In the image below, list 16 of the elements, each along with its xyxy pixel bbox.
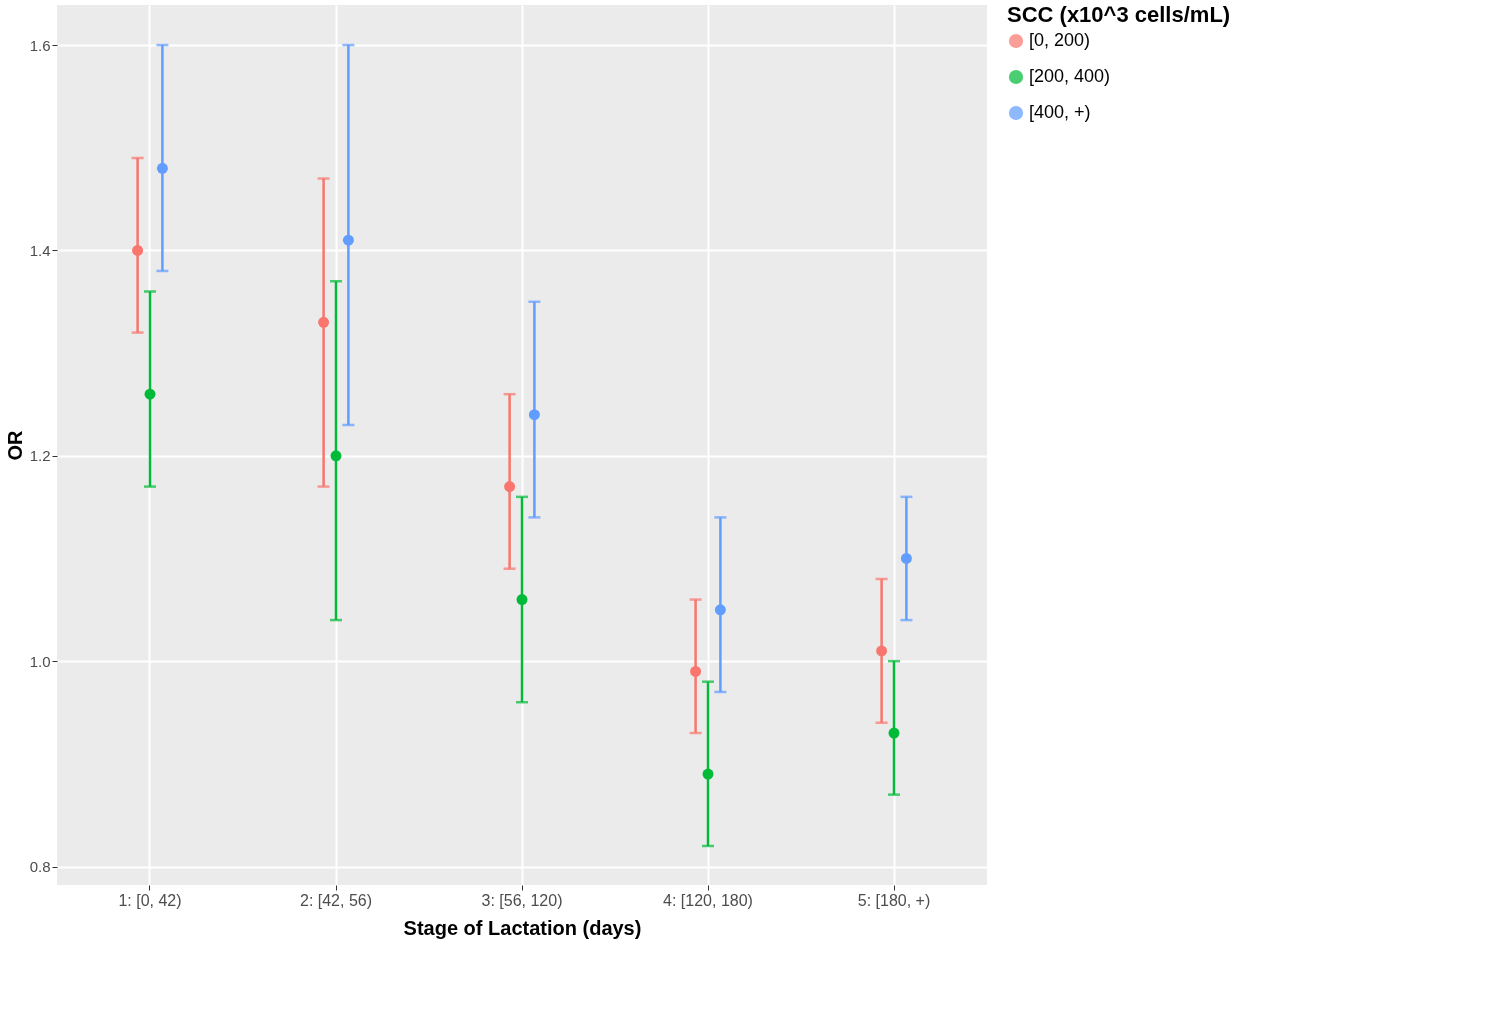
x-tick-label: 3: [56, 120) bbox=[481, 891, 563, 909]
y-axis-title: OR bbox=[3, 429, 26, 461]
y-tick-label: 1.4 bbox=[29, 241, 51, 259]
legend-title: SCC (x10^3 cells/mL) bbox=[1007, 2, 1231, 27]
y-tick-label: 0.8 bbox=[29, 858, 51, 876]
x-tick-label: 2: [42, 56) bbox=[299, 891, 373, 909]
legend-label: [200, 400) bbox=[1029, 66, 1111, 86]
x-axis-title: Stage of Lactation (days) bbox=[403, 916, 642, 939]
x-tick-label: 4: [120, 180) bbox=[663, 891, 753, 909]
y-tick-label: 1.6 bbox=[29, 36, 51, 54]
x-tick-label: 1: [0, 42) bbox=[118, 891, 182, 909]
y-tick-label: 1.2 bbox=[29, 447, 51, 465]
x-tick-label: 5: [180, +) bbox=[857, 891, 931, 909]
legend-label: [0, 200) bbox=[1029, 30, 1091, 50]
legend-label: [400, +) bbox=[1029, 102, 1091, 122]
y-tick-label: 1.0 bbox=[29, 652, 51, 670]
